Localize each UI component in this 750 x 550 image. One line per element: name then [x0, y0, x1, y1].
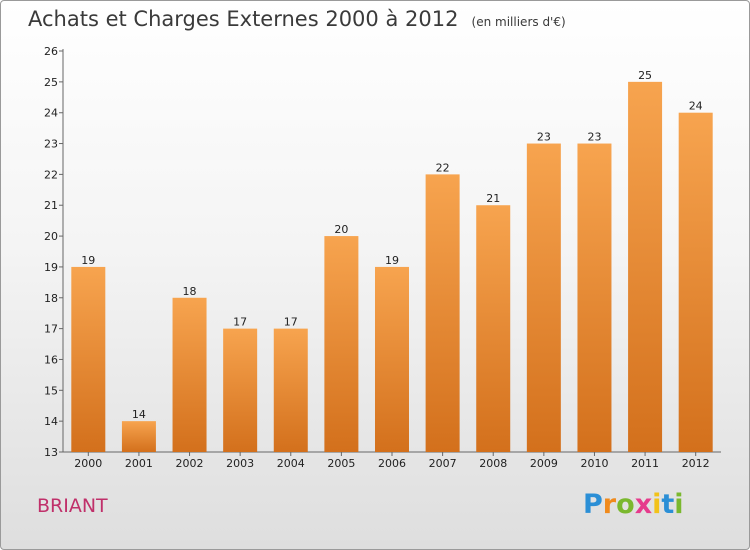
x-tick-label: 2004: [277, 457, 305, 470]
x-tick-label: 2010: [580, 457, 608, 470]
y-tick-label: 19: [44, 261, 58, 274]
x-tick-label: 2009: [530, 457, 558, 470]
title-row: Achats et Charges Externes 2000 à 2012 (…: [28, 7, 566, 31]
bar: [375, 266, 409, 452]
y-axis: 13 14 15 16 17 18 19 20 21 22 23 24 25 26: [44, 45, 64, 459]
data-label: 17: [233, 316, 247, 329]
bar: [273, 328, 308, 452]
y-tick-label: 22: [44, 168, 58, 181]
brand-letter: i: [674, 489, 684, 520]
bar: [628, 81, 663, 452]
bar: [223, 328, 258, 452]
bar: [121, 421, 156, 452]
bar: [577, 143, 612, 453]
brand-letter: x: [634, 489, 653, 520]
y-tick-label: 14: [44, 415, 58, 428]
y-tick-label: 17: [44, 323, 58, 336]
bar: [425, 174, 460, 452]
y-tick-label: 25: [44, 76, 58, 89]
bar: [526, 143, 561, 453]
brand-letter: o: [616, 489, 635, 520]
data-label: 23: [587, 131, 601, 144]
bar: [172, 297, 207, 452]
x-axis: 2000 2001 2002 2003 2004 2005 2006 2007 2008 2009…: [63, 451, 721, 470]
y-tick-label: 15: [44, 384, 58, 397]
brand-letter: i: [652, 489, 662, 520]
y-tick-label: 16: [44, 353, 58, 366]
y-tick-label: 21: [44, 199, 58, 212]
data-label: 25: [638, 69, 652, 82]
bar: [71, 266, 106, 452]
data-label: 17: [284, 316, 298, 329]
x-tick-label: 2007: [429, 457, 457, 470]
data-label: 21: [486, 192, 500, 205]
data-label: 19: [385, 254, 399, 267]
chart-subtitle: (en milliers d'€): [471, 15, 566, 29]
y-tick-label: 24: [44, 107, 58, 120]
bar: [324, 236, 359, 452]
bar: [678, 112, 713, 452]
x-tick-label: 2000: [74, 457, 102, 470]
x-tick-label: 2011: [631, 457, 659, 470]
y-tick-label: 13: [44, 446, 58, 459]
place-name: BRIANT: [37, 495, 108, 517]
y-tick-label: 18: [44, 292, 58, 305]
data-label: 19: [81, 254, 95, 267]
data-label: 14: [132, 408, 146, 421]
brand-logo: Proxiti: [583, 489, 684, 520]
x-tick-label: 2006: [378, 457, 406, 470]
brand-letter: r: [602, 489, 617, 520]
data-label: 22: [436, 161, 450, 174]
brand-letter: t: [661, 489, 675, 520]
bar: [476, 205, 511, 452]
x-tick-label: 2002: [176, 457, 204, 470]
data-label: 20: [334, 223, 348, 236]
bars: [71, 81, 713, 453]
data-labels: 19 14 18 17 17 20 19 22 21 23 23 25 24: [81, 69, 702, 421]
data-label: 18: [183, 285, 197, 298]
y-tick-label: 23: [44, 138, 58, 151]
x-tick-label: 2005: [327, 457, 355, 470]
y-tick-label: 20: [44, 230, 58, 243]
y-tick-label: 26: [44, 45, 58, 58]
x-tick-label: 2012: [682, 457, 710, 470]
data-label: 23: [537, 131, 551, 144]
data-label: 24: [689, 100, 703, 113]
brand-letter: P: [583, 489, 603, 520]
x-tick-label: 2003: [226, 457, 254, 470]
x-tick-label: 2001: [125, 457, 153, 470]
x-tick-label: 2008: [479, 457, 507, 470]
chart-title: Achats et Charges Externes 2000 à 2012: [28, 7, 459, 31]
